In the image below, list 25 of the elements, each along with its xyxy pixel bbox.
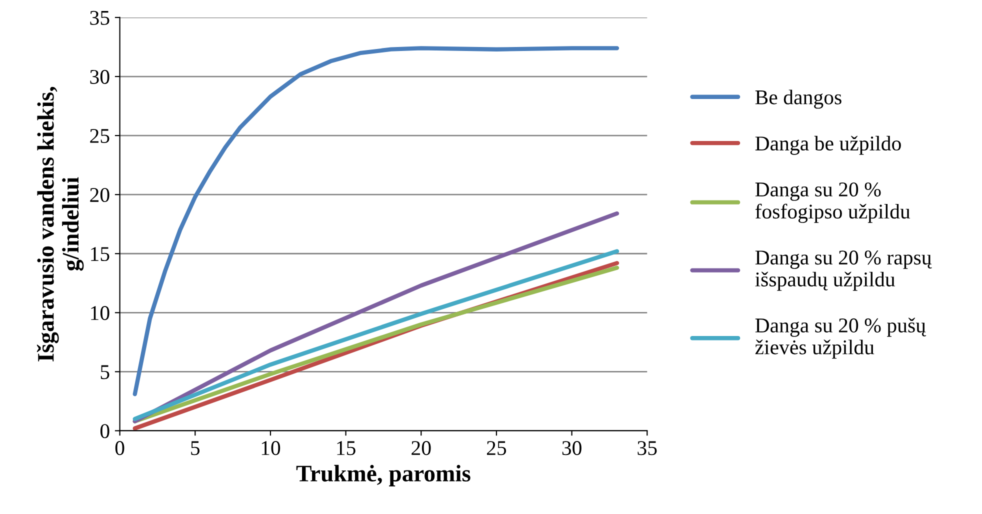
legend-label: Danga be užpildo [755,136,901,155]
legend-label: Danga su 20 % fosfogipso užpildu [755,182,910,223]
x-tick-label: 25 [486,441,506,456]
y-tick-label: 15 [91,247,110,262]
x-axis-title: Trukmė, paromis [296,464,470,486]
y-tick-label: 10 [91,306,110,320]
y-tick-label: 20 [90,188,110,202]
x-tick-label: 0 [115,441,124,456]
y-tick-label: 30 [90,70,110,84]
legend-label: Be dangos [755,90,842,109]
x-tick-label: 5 [191,441,200,456]
legend-label: Danga su 20 % rapsų išspaudų užpildu [755,250,932,291]
x-tick-label: 30 [562,441,582,456]
y-tick-label: 0 [100,424,110,438]
legend-label: Danga su 20 % pušų žievės užpildu [755,318,926,359]
x-tick-label: 35 [638,441,657,456]
y-tick-label: 35 [90,10,110,25]
x-tick-label: 20 [412,441,431,456]
y-tick-label: 5 [100,365,110,380]
line-series [132,46,620,396]
y-axis-title: Išgaravusio vandens kiekis, g/indeliui [36,86,84,362]
line-series [132,211,620,424]
y-tick-label: 25 [90,128,110,143]
x-tick-label: 15 [337,441,356,456]
x-tick-label: 10 [262,441,280,456]
